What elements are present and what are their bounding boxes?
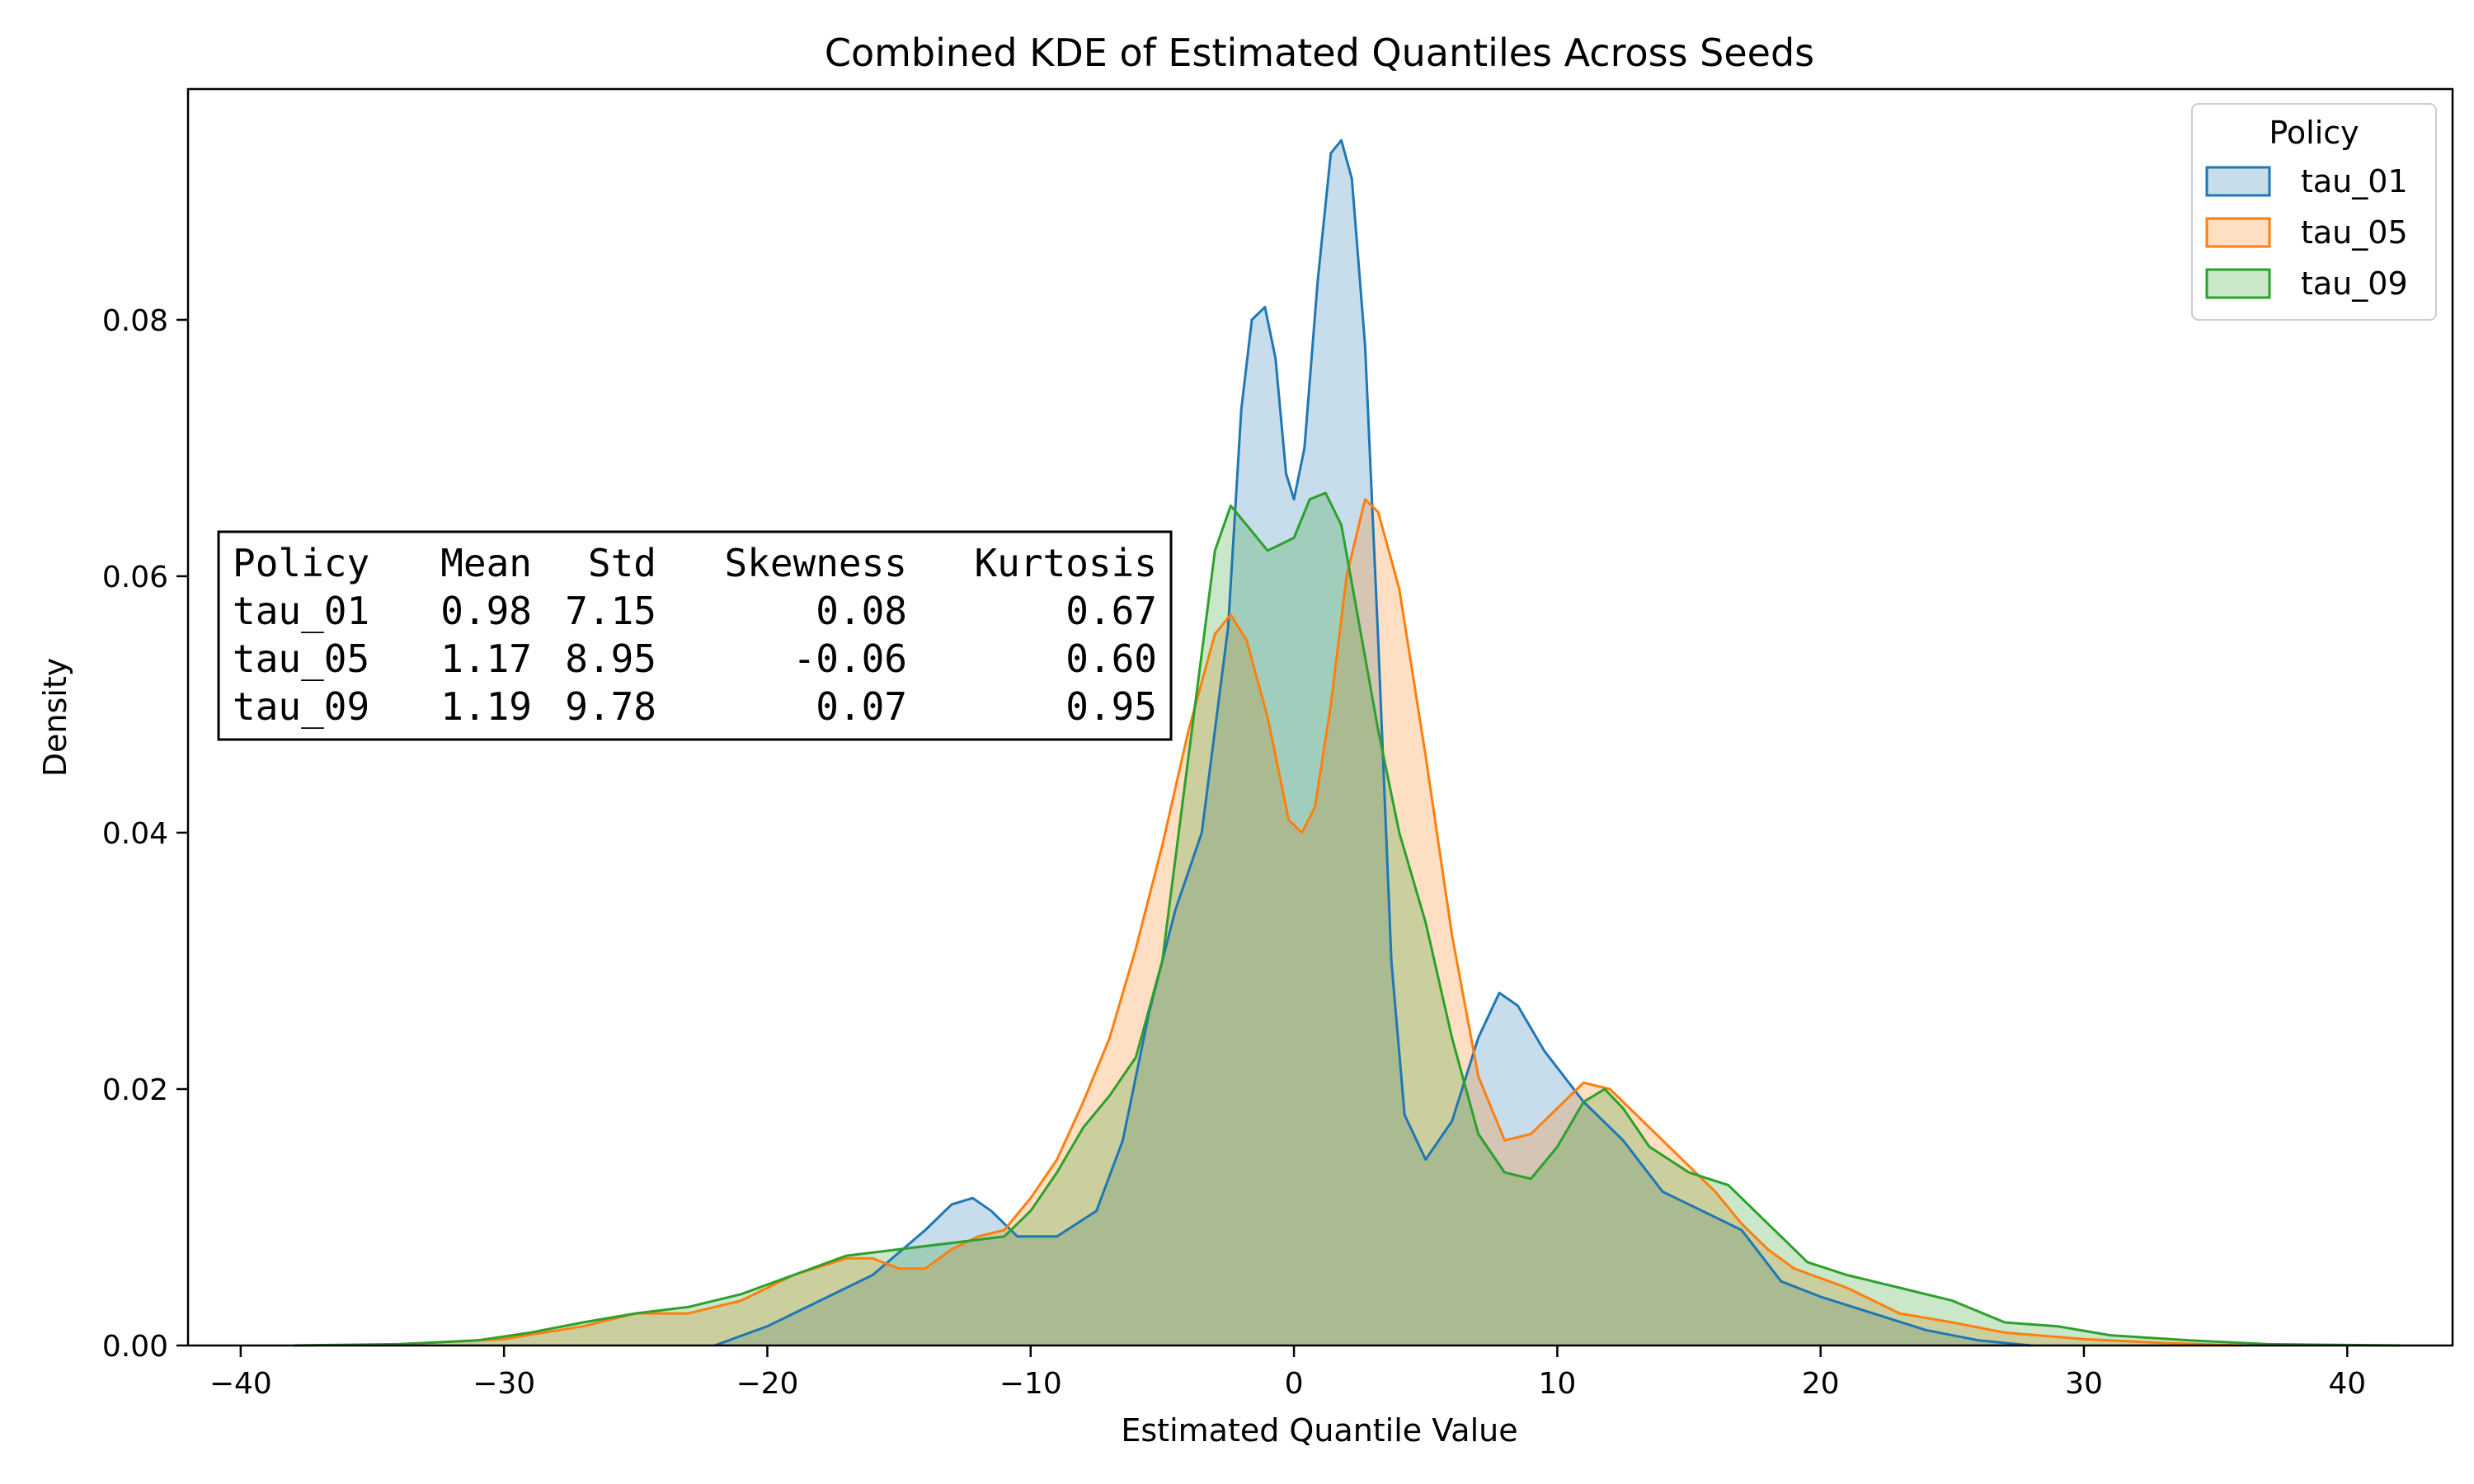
x-tick-label: −40 [209,1367,272,1401]
series-layer [293,139,2401,1347]
x-tick-label: 0 [1285,1367,1304,1401]
legend-title: Policy [2269,115,2359,151]
legend-label-tau_05: tau_05 [2301,214,2408,251]
legend-label-tau_01: tau_01 [2301,163,2408,200]
y-tick-label: 0.08 [102,304,168,338]
x-tick-label: 40 [2328,1367,2366,1401]
y-tick-label: 0.02 [102,1073,168,1107]
x-axis: −40 −30 −20 −10 0 10 20 30 40 [209,1345,2366,1401]
x-axis-title: Estimated Quantile Value [1121,1412,1517,1449]
stats-header-cell: Skewness [724,541,907,585]
x-tick-label: 10 [1538,1367,1576,1401]
x-tick-label: −30 [473,1367,535,1401]
y-tick-label: 0.04 [102,817,168,851]
stats-cell: 0.95 [1065,684,1157,729]
stats-cell: 8.95 [565,636,656,681]
series-line-tau_01 [714,139,2032,1347]
stats-cell: 7.15 [565,589,656,633]
plot-frame [186,87,2454,1347]
stats-table-box [217,530,1173,741]
legend: Policy tau_01 tau_05 tau_09 [2191,103,2437,321]
series-area-tau_01 [714,140,2032,1346]
x-tick-label: −10 [999,1367,1062,1401]
legend-swatch-tau_01 [2205,166,2271,197]
y-axis-title: Density [37,658,73,777]
stats-cell: -0.06 [793,636,907,681]
series-line-tau_09 [293,491,2401,1347]
stats-cell: 9.78 [565,684,656,729]
series-line-tau_05 [372,498,2242,1347]
stats-cell: tau_01 [233,589,369,633]
stats-header-cell: Std [588,541,656,585]
x-tick-label: 30 [2065,1367,2103,1401]
x-tick-label: 20 [1802,1367,1840,1401]
x-tick-label: −20 [736,1367,798,1401]
stats-cell: 0.60 [1065,636,1157,681]
y-tick-label: 0.00 [102,1330,168,1364]
stats-table: Policy Mean Std Skewness Kurtosis tau_01 0.98 7… [217,530,1173,741]
chart-title: Combined KDE of Estimated Quantiles Acro… [825,31,1814,75]
stats-header-cell: Policy [233,541,369,585]
stats-cell: 0.07 [816,684,907,729]
stats-cell: 1.17 [440,636,532,681]
legend-swatch-tau_05 [2205,217,2271,248]
stats-cell: tau_05 [233,636,369,681]
y-tick-label: 0.06 [102,561,168,594]
y-axis: 0.00 0.02 0.04 0.06 0.08 [102,304,188,1364]
series-area-tau_05 [372,499,2242,1345]
legend-box [2191,103,2437,321]
legend-label-tau_09: tau_09 [2301,265,2408,302]
stats-cell: 0.08 [816,589,907,633]
stats-header-cell: Mean [440,541,532,585]
stats-cell: 0.98 [440,589,532,633]
stats-cell: 0.67 [1065,589,1157,633]
stats-cell: 1.19 [440,684,532,729]
stats-cell: tau_09 [233,684,369,729]
legend-swatch-tau_09 [2205,268,2271,299]
stats-header-cell: Kurtosis [974,541,1157,585]
series-area-tau_09 [293,492,2401,1345]
